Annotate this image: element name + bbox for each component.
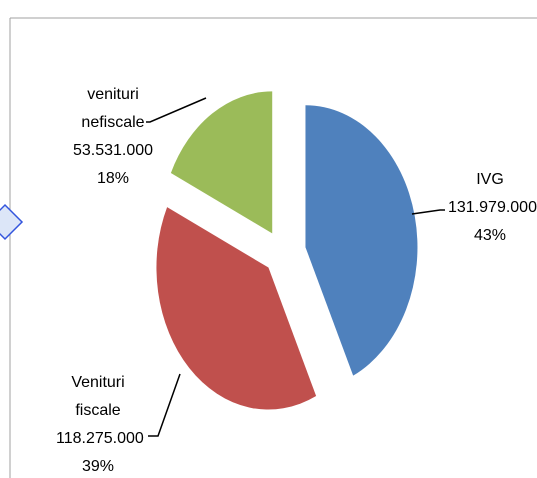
category-label: Venituri fiscale: [71, 374, 125, 419]
leader-line: [411, 209, 445, 215]
diamond-marker: [0, 203, 24, 241]
pie-slice: [170, 91, 273, 234]
percent-label: 18%: [96, 170, 130, 187]
slice-label: venituri nefiscale 53.531.000 18%: [71, 81, 155, 193]
pie-slice: [305, 105, 418, 376]
pie-slice: [156, 207, 317, 410]
category-label: venituri nefiscale: [81, 86, 145, 131]
slice-label: IVG 131.979.000 43%: [448, 166, 537, 250]
percent-label: 43%: [473, 227, 507, 244]
leader-line: [148, 373, 181, 437]
percent-label: 39%: [81, 458, 115, 475]
slice-label: Venituri fiscale 118.275.000 39%: [56, 369, 144, 478]
amount-label: 53.531.000: [72, 142, 154, 159]
leader-line: [146, 97, 207, 123]
amount-label: 131.979.000: [448, 199, 537, 216]
category-label: IVG: [476, 171, 504, 188]
amount-label: 118.275.000: [56, 430, 144, 447]
